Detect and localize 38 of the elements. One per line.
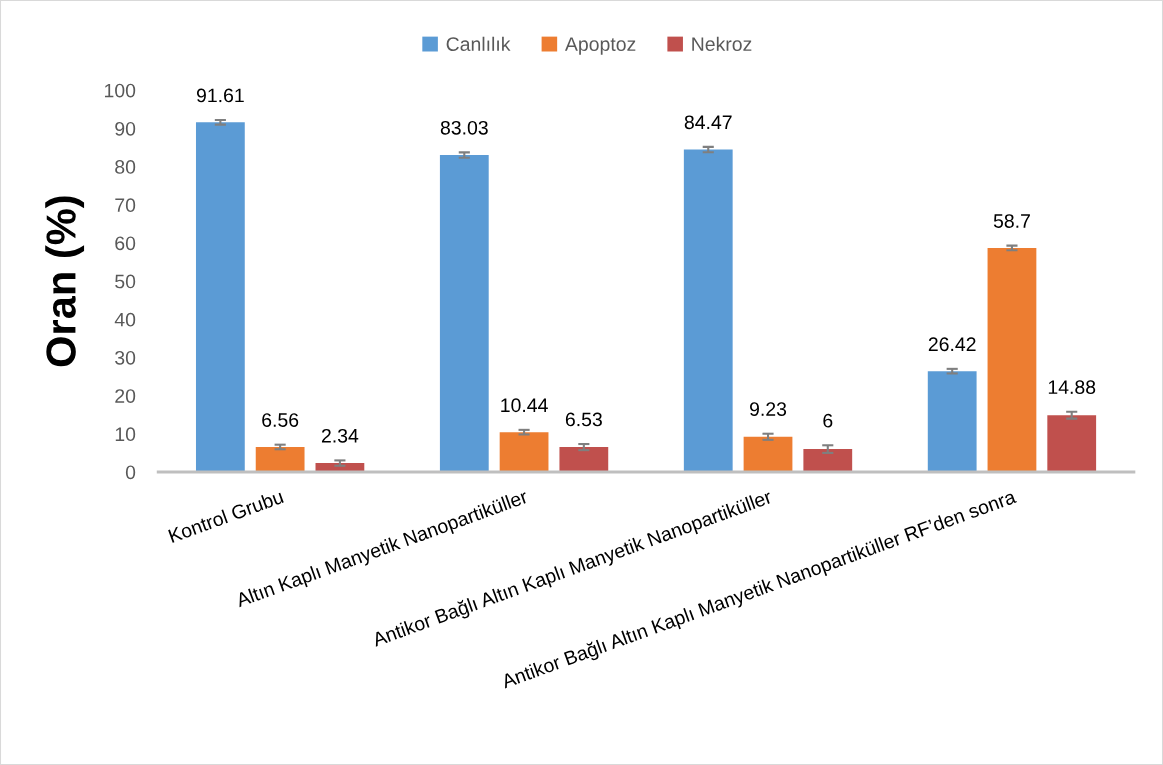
y-tick-label: 40 (114, 312, 136, 327)
y-tick-label: 70 (115, 198, 136, 213)
bar (683, 149, 733, 472)
data-label: 6 (823, 413, 833, 428)
bar (927, 371, 977, 472)
y-axis-title: Oran (%) (45, 196, 85, 367)
y-tick-label: 100 (104, 83, 136, 98)
data-label: 6.53 (565, 412, 602, 427)
bar (1047, 415, 1097, 472)
y-tick-label: 50 (115, 274, 136, 289)
y-tick-label: 20 (115, 389, 136, 403)
bar (499, 432, 549, 472)
data-label: 26.42 (928, 337, 976, 352)
data-label: 91.61 (196, 88, 244, 103)
data-label: 10.44 (501, 398, 548, 413)
legend-label: Apoptoz (564, 37, 636, 55)
legend-label: Nekroz (692, 36, 752, 52)
y-tick-label: 80 (115, 160, 136, 174)
bar (803, 449, 853, 472)
data-label: 6.56 (262, 413, 299, 427)
bar (439, 155, 489, 472)
y-tick-label: 90 (115, 121, 136, 136)
data-label: 83.03 (440, 120, 488, 135)
bar (195, 122, 245, 472)
y-tick-label: 60 (115, 236, 136, 251)
data-label: 2.34 (321, 428, 359, 443)
y-tick-label: 0 (125, 465, 136, 480)
legend-label: Canlılık (446, 36, 511, 52)
data-label: 58.7 (993, 214, 1030, 228)
bar (743, 436, 793, 472)
data-label: 14.88 (1048, 380, 1096, 395)
bar (559, 447, 609, 472)
data-label: 9.23 (750, 402, 787, 416)
y-tick-label: 30 (115, 350, 136, 365)
y-tick-label: 10 (115, 427, 136, 442)
data-label: 84.47 (684, 115, 732, 130)
bar (987, 247, 1037, 472)
bar (255, 446, 305, 472)
